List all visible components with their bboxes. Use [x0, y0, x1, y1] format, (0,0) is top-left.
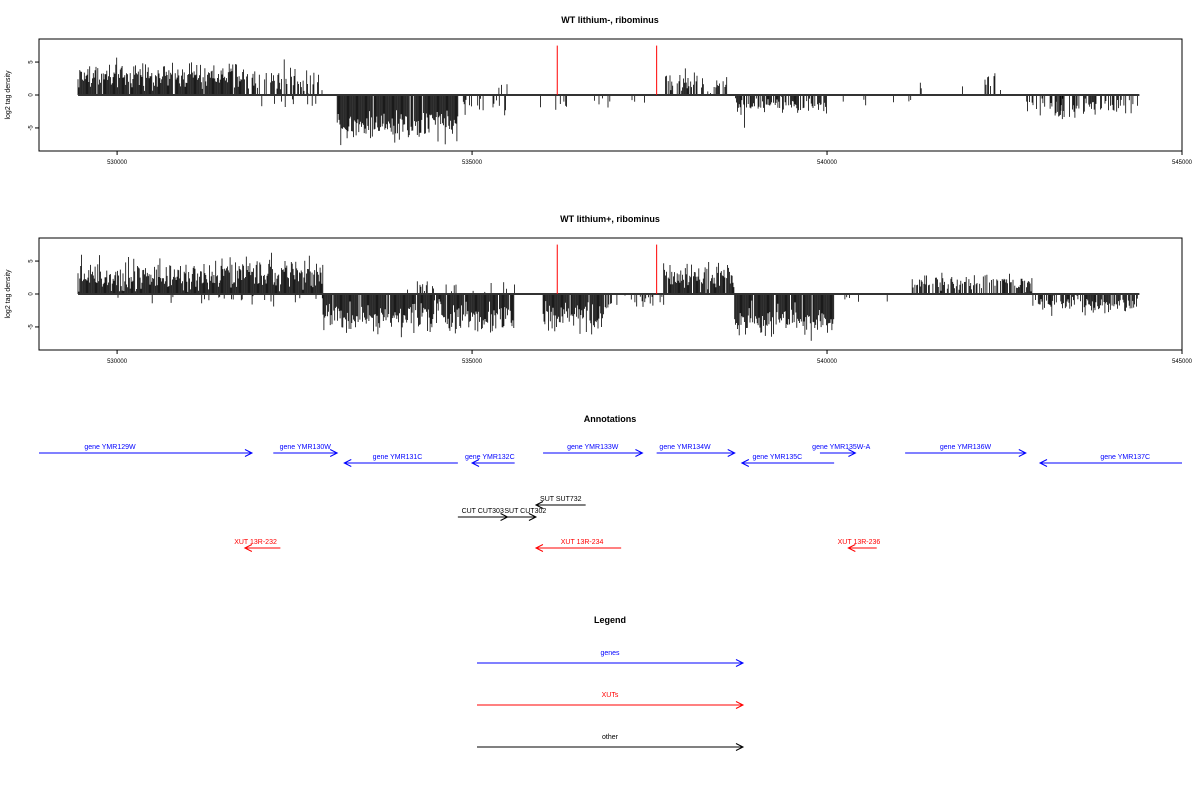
x-tick-label: 540000: [817, 160, 838, 166]
legend-item: other: [477, 734, 745, 751]
arrow-head: [244, 449, 254, 457]
x-tick-label: 545000: [1172, 160, 1193, 166]
feature-arrow: XUT 13R-234: [534, 539, 622, 552]
feature-label: gene YMR132C: [465, 454, 515, 461]
signal-bars: [77, 252, 1140, 341]
x-axis: 530000 535000 540000 545000: [107, 151, 1193, 166]
y-axis: -5 0 5: [29, 60, 39, 131]
legend-label: XUTs: [602, 692, 619, 699]
feature-label: XUT 13R-232: [234, 539, 277, 546]
annotations-title: Annotations: [584, 414, 637, 424]
feature-label: gene YMR130W: [280, 444, 332, 451]
feature-arrows: gene YMR129W gene YMR130W gene YMR131C gene…: [39, 444, 1182, 552]
legend-items: genes XUTs other: [477, 650, 745, 751]
arrow-head: [528, 513, 538, 521]
feature-arrow: gene YMR133W: [543, 444, 644, 457]
feature-arrow: SUT CUT302: [500, 508, 546, 521]
legend-label: genes: [600, 650, 620, 657]
y-axis: -5 0 5: [29, 259, 39, 330]
feature-arrow: gene YMR137C: [1038, 454, 1182, 467]
feature-arrow: gene YMR136W: [905, 444, 1027, 457]
track-panel-lithium-plus: WT lithium+, ribominus log2 tag density …: [5, 214, 1193, 365]
panel-title: WT lithium-, ribominus: [561, 15, 659, 25]
arrow-head: [740, 459, 750, 467]
y-tick-label: -5: [29, 324, 35, 330]
feature-arrow: gene YMR130W: [273, 444, 339, 457]
annotations-panel: Annotations gene YMR129W gene YMR130Wgene…: [39, 414, 1182, 552]
arrow-head: [735, 701, 745, 709]
feature-label: XUT 13R-234: [561, 539, 604, 546]
feature-arrow: gene YMR131C: [343, 454, 458, 467]
feature-arrow: CUT CUT303: [457, 508, 509, 521]
arrow-head: [848, 449, 857, 457]
y-tick-label: -5: [29, 125, 35, 131]
arrow-head: [243, 544, 253, 552]
marker-lines: [556, 244, 658, 294]
feature-arrow: SUT SUT732: [534, 496, 586, 509]
feature-arrow: gene YMR134W: [656, 444, 736, 457]
feature-label: gene YMR131C: [373, 454, 423, 461]
legend-label: other: [602, 734, 619, 741]
feature-label: CUT CUT303: [462, 508, 504, 515]
panel-title: WT lithium+, ribominus: [560, 214, 660, 224]
legend-title: Legend: [594, 615, 626, 625]
x-tick-label: 530000: [107, 160, 128, 166]
arrow-head: [635, 449, 644, 457]
feature-label: SUT CUT302: [504, 508, 546, 515]
arrow-head: [1018, 449, 1027, 457]
signal-bars: [77, 57, 1140, 146]
arrow-head: [470, 459, 480, 467]
legend-panel: Legend genes XUTs other: [477, 615, 745, 751]
y-tick-label: 5: [29, 259, 35, 263]
feature-arrow: gene YMR129W: [39, 444, 254, 457]
feature-label: gene YMR134W: [659, 444, 711, 451]
x-tick-label: 530000: [107, 359, 128, 365]
x-tick-label: 545000: [1172, 359, 1193, 365]
arrow-head: [735, 659, 745, 667]
arrow-head: [847, 544, 856, 552]
y-tick-label: 5: [29, 60, 35, 64]
legend-item: genes: [477, 650, 745, 667]
marker-lines: [556, 45, 658, 95]
feature-arrow: gene YMR132C: [465, 454, 515, 467]
feature-arrow: XUT 13R-236: [838, 539, 881, 552]
arrow-head: [343, 459, 352, 467]
x-tick-label: 535000: [462, 359, 483, 365]
track-panel-lithium-minus: WT lithium-, ribominus log2 tag density …: [5, 15, 1193, 166]
legend-item: XUTs: [477, 692, 745, 709]
feature-arrow: XUT 13R-232: [234, 539, 281, 552]
y-axis-label: log2 tag density: [5, 269, 12, 319]
y-axis-label: log2 tag density: [5, 70, 12, 120]
feature-arrow: gene YMR135W-A: [812, 444, 871, 457]
arrow-head: [534, 501, 544, 509]
x-tick-label: 540000: [817, 359, 838, 365]
arrow-head: [534, 544, 544, 552]
y-tick-label: 0: [29, 292, 35, 296]
feature-label: gene YMR133W: [567, 444, 619, 451]
feature-label: gene YMR129W: [84, 444, 136, 451]
feature-label: gene YMR137C: [1100, 454, 1150, 461]
feature-arrow: gene YMR135C: [740, 454, 835, 467]
arrow-head: [735, 743, 745, 751]
arrow-head: [329, 449, 339, 457]
x-tick-label: 535000: [462, 160, 483, 166]
feature-label: SUT SUT732: [540, 496, 582, 503]
feature-label: gene YMR135W-A: [812, 444, 870, 451]
feature-label: gene YMR135C: [752, 454, 802, 461]
arrow-head: [1038, 459, 1048, 467]
x-axis: 530000 535000 540000 545000: [107, 350, 1193, 365]
feature-label: gene YMR136W: [940, 444, 992, 451]
arrow-head: [727, 449, 736, 457]
y-tick-label: 0: [29, 93, 35, 97]
feature-label: XUT 13R-236: [838, 539, 881, 546]
